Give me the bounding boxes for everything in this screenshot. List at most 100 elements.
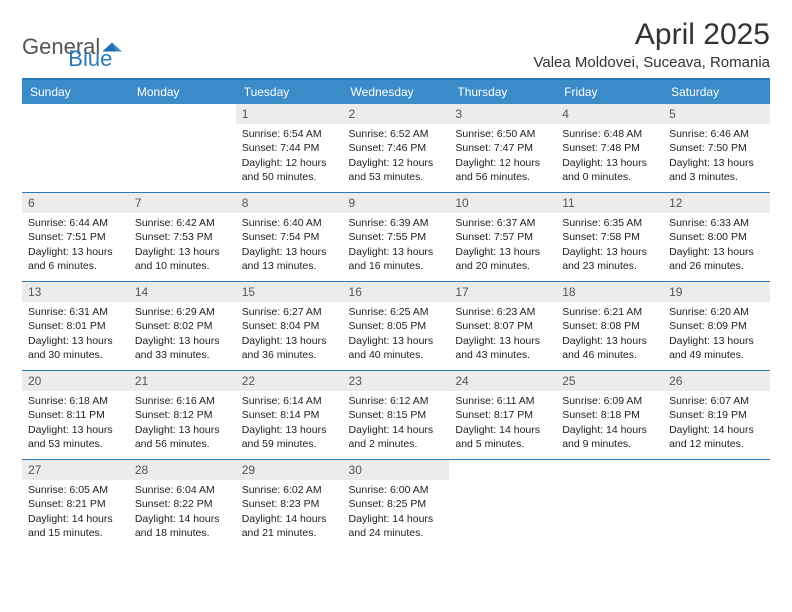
day-number: 7 [129,193,236,213]
day-cell: 19Sunrise: 6:20 AMSunset: 8:09 PMDayligh… [663,282,770,370]
sunset-line: Sunset: 8:04 PM [242,319,337,333]
weekday-header-row: Sunday Monday Tuesday Wednesday Thursday… [22,80,770,104]
sunrise-line: Sunrise: 6:40 AM [242,216,337,230]
day-number: 16 [343,282,450,302]
weekday-header: Wednesday [343,80,450,104]
day-body: Sunrise: 6:09 AMSunset: 8:18 PMDaylight:… [556,391,663,457]
top-bar: General Blue April 2025 Valea Moldovei, … [22,18,770,72]
day-body: Sunrise: 6:04 AMSunset: 8:22 PMDaylight:… [129,480,236,546]
day-body: Sunrise: 6:52 AMSunset: 7:46 PMDaylight:… [343,124,450,190]
sunset-line: Sunset: 8:23 PM [242,497,337,511]
day-number: 23 [343,371,450,391]
day-body: Sunrise: 6:42 AMSunset: 7:53 PMDaylight:… [129,213,236,279]
day-body: Sunrise: 6:20 AMSunset: 8:09 PMDaylight:… [663,302,770,368]
sunset-line: Sunset: 8:11 PM [28,408,123,422]
sunrise-line: Sunrise: 6:05 AM [28,483,123,497]
week-row: 13Sunrise: 6:31 AMSunset: 8:01 PMDayligh… [22,281,770,370]
sunset-line: Sunset: 8:17 PM [455,408,550,422]
daylight-line: Daylight: 13 hours and 30 minutes. [28,334,123,362]
sunset-line: Sunset: 7:53 PM [135,230,230,244]
day-body: Sunrise: 6:27 AMSunset: 8:04 PMDaylight:… [236,302,343,368]
day-number: 26 [663,371,770,391]
sunset-line: Sunset: 7:55 PM [349,230,444,244]
day-cell: 10Sunrise: 6:37 AMSunset: 7:57 PMDayligh… [449,193,556,281]
day-cell: 23Sunrise: 6:12 AMSunset: 8:15 PMDayligh… [343,371,450,459]
day-number: 13 [22,282,129,302]
daylight-line: Daylight: 14 hours and 2 minutes. [349,423,444,451]
sunrise-line: Sunrise: 6:31 AM [28,305,123,319]
sunset-line: Sunset: 8:02 PM [135,319,230,333]
daylight-line: Daylight: 13 hours and 23 minutes. [562,245,657,273]
sunset-line: Sunset: 8:25 PM [349,497,444,511]
sunrise-line: Sunrise: 6:42 AM [135,216,230,230]
daylight-line: Daylight: 13 hours and 43 minutes. [455,334,550,362]
day-body: Sunrise: 6:05 AMSunset: 8:21 PMDaylight:… [22,480,129,546]
sunrise-line: Sunrise: 6:46 AM [669,127,764,141]
sunrise-line: Sunrise: 6:23 AM [455,305,550,319]
day-number: 14 [129,282,236,302]
daylight-line: Daylight: 13 hours and 13 minutes. [242,245,337,273]
day-cell: 26Sunrise: 6:07 AMSunset: 8:19 PMDayligh… [663,371,770,459]
day-number: 28 [129,460,236,480]
sunrise-line: Sunrise: 6:44 AM [28,216,123,230]
daylight-line: Daylight: 12 hours and 56 minutes. [455,156,550,184]
title-block: April 2025 Valea Moldovei, Suceava, Roma… [533,18,770,71]
daylight-line: Daylight: 14 hours and 5 minutes. [455,423,550,451]
daylight-line: Daylight: 14 hours and 18 minutes. [135,512,230,540]
day-number: 27 [22,460,129,480]
daylight-line: Daylight: 13 hours and 16 minutes. [349,245,444,273]
day-cell: 6Sunrise: 6:44 AMSunset: 7:51 PMDaylight… [22,193,129,281]
sunrise-line: Sunrise: 6:16 AM [135,394,230,408]
day-cell [663,460,770,548]
sunset-line: Sunset: 8:15 PM [349,408,444,422]
day-cell: 7Sunrise: 6:42 AMSunset: 7:53 PMDaylight… [129,193,236,281]
daylight-line: Daylight: 13 hours and 0 minutes. [562,156,657,184]
sunrise-line: Sunrise: 6:37 AM [455,216,550,230]
sunset-line: Sunset: 8:22 PM [135,497,230,511]
day-number: 11 [556,193,663,213]
daylight-line: Daylight: 13 hours and 49 minutes. [669,334,764,362]
sunrise-line: Sunrise: 6:00 AM [349,483,444,497]
day-number: 21 [129,371,236,391]
daylight-line: Daylight: 13 hours and 46 minutes. [562,334,657,362]
day-body: Sunrise: 6:02 AMSunset: 8:23 PMDaylight:… [236,480,343,546]
sunset-line: Sunset: 7:51 PM [28,230,123,244]
day-body: Sunrise: 6:00 AMSunset: 8:25 PMDaylight:… [343,480,450,546]
day-body: Sunrise: 6:14 AMSunset: 8:14 PMDaylight:… [236,391,343,457]
day-cell: 17Sunrise: 6:23 AMSunset: 8:07 PMDayligh… [449,282,556,370]
day-number: 2 [343,104,450,124]
day-number: 24 [449,371,556,391]
day-cell: 14Sunrise: 6:29 AMSunset: 8:02 PMDayligh… [129,282,236,370]
sunset-line: Sunset: 8:21 PM [28,497,123,511]
day-cell: 24Sunrise: 6:11 AMSunset: 8:17 PMDayligh… [449,371,556,459]
week-row: 27Sunrise: 6:05 AMSunset: 8:21 PMDayligh… [22,459,770,548]
daylight-line: Daylight: 13 hours and 3 minutes. [669,156,764,184]
sunset-line: Sunset: 7:57 PM [455,230,550,244]
day-body: Sunrise: 6:46 AMSunset: 7:50 PMDaylight:… [663,124,770,190]
day-number: 10 [449,193,556,213]
sunset-line: Sunset: 8:14 PM [242,408,337,422]
sunset-line: Sunset: 7:44 PM [242,141,337,155]
day-cell: 1Sunrise: 6:54 AMSunset: 7:44 PMDaylight… [236,104,343,192]
daylight-line: Daylight: 12 hours and 50 minutes. [242,156,337,184]
sunset-line: Sunset: 8:09 PM [669,319,764,333]
day-cell: 21Sunrise: 6:16 AMSunset: 8:12 PMDayligh… [129,371,236,459]
day-cell: 29Sunrise: 6:02 AMSunset: 8:23 PMDayligh… [236,460,343,548]
daylight-line: Daylight: 13 hours and 6 minutes. [28,245,123,273]
day-cell: 18Sunrise: 6:21 AMSunset: 8:08 PMDayligh… [556,282,663,370]
daylight-line: Daylight: 14 hours and 9 minutes. [562,423,657,451]
day-body: Sunrise: 6:37 AMSunset: 7:57 PMDaylight:… [449,213,556,279]
location-text: Valea Moldovei, Suceava, Romania [533,54,770,71]
daylight-line: Daylight: 14 hours and 15 minutes. [28,512,123,540]
daylight-line: Daylight: 13 hours and 33 minutes. [135,334,230,362]
sunrise-line: Sunrise: 6:12 AM [349,394,444,408]
sunrise-line: Sunrise: 6:07 AM [669,394,764,408]
daylight-line: Daylight: 13 hours and 20 minutes. [455,245,550,273]
sunset-line: Sunset: 7:50 PM [669,141,764,155]
sunrise-line: Sunrise: 6:14 AM [242,394,337,408]
day-number: 19 [663,282,770,302]
day-body: Sunrise: 6:25 AMSunset: 8:05 PMDaylight:… [343,302,450,368]
weekday-header: Thursday [449,80,556,104]
day-cell [22,104,129,192]
day-body: Sunrise: 6:12 AMSunset: 8:15 PMDaylight:… [343,391,450,457]
